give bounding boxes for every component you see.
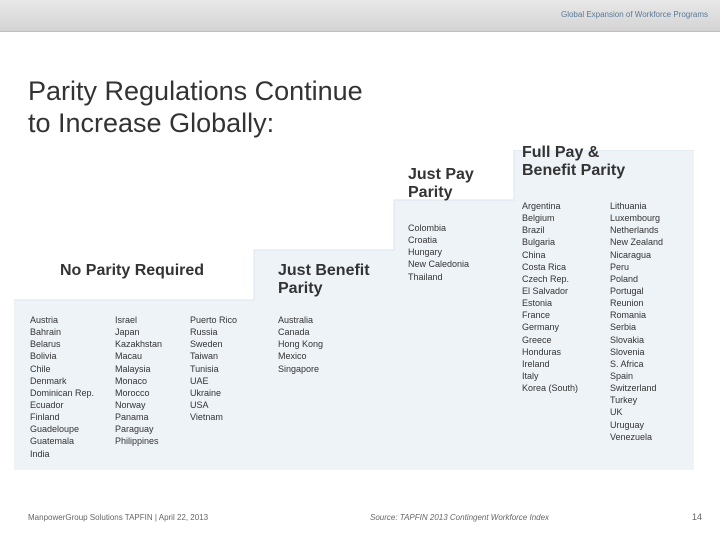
source-note: Source: TAPFIN 2013 Contingent Workforce… <box>370 513 549 522</box>
no-parity-heading: No Parity Required <box>60 262 204 280</box>
page-title: Parity Regulations Continue to Increase … <box>28 76 363 140</box>
header-label: Global Expansion of Workforce Programs <box>561 10 708 19</box>
just-pay-heading-text: Just PayParity <box>408 166 474 201</box>
no-parity-list-col2: IsraelJapanKazakhstanMacauMalaysiaMonaco… <box>115 314 162 448</box>
footer-left: ManpowerGroup Solutions TAPFIN | April 2… <box>28 513 208 522</box>
title-line2: to Increase Globally: <box>28 108 274 138</box>
full-pay-list-col1: ArgentinaBelgiumBrazilBulgariaChinaCosta… <box>522 200 578 394</box>
just-pay-list: ColombiaCroatiaHungaryNew CaledoniaThail… <box>408 222 469 283</box>
no-parity-list-col3: Puerto RicoRussiaSwedenTaiwanTunisiaUAEU… <box>190 314 237 423</box>
full-pay-heading: Full Pay &Benefit Parity <box>522 144 625 181</box>
header-bar: Global Expansion of Workforce Programs <box>0 0 720 32</box>
full-pay-list-col2: LithuaniaLuxembourgNetherlandsNew Zealan… <box>610 200 663 443</box>
just-benefit-heading-text: Just BenefitParity <box>278 262 370 297</box>
full-pay-heading-text: Full Pay &Benefit Parity <box>522 144 625 179</box>
page-number: 14 <box>692 512 702 522</box>
no-parity-list-col1: AustriaBahrainBelarusBoliviaChileDenmark… <box>30 314 94 460</box>
just-benefit-heading: Just BenefitParity <box>278 262 370 299</box>
just-pay-heading: Just PayParity <box>408 166 474 203</box>
just-benefit-list: AustraliaCanadaHong KongMexicoSingapore <box>278 314 323 375</box>
title-line1: Parity Regulations Continue <box>28 76 363 106</box>
